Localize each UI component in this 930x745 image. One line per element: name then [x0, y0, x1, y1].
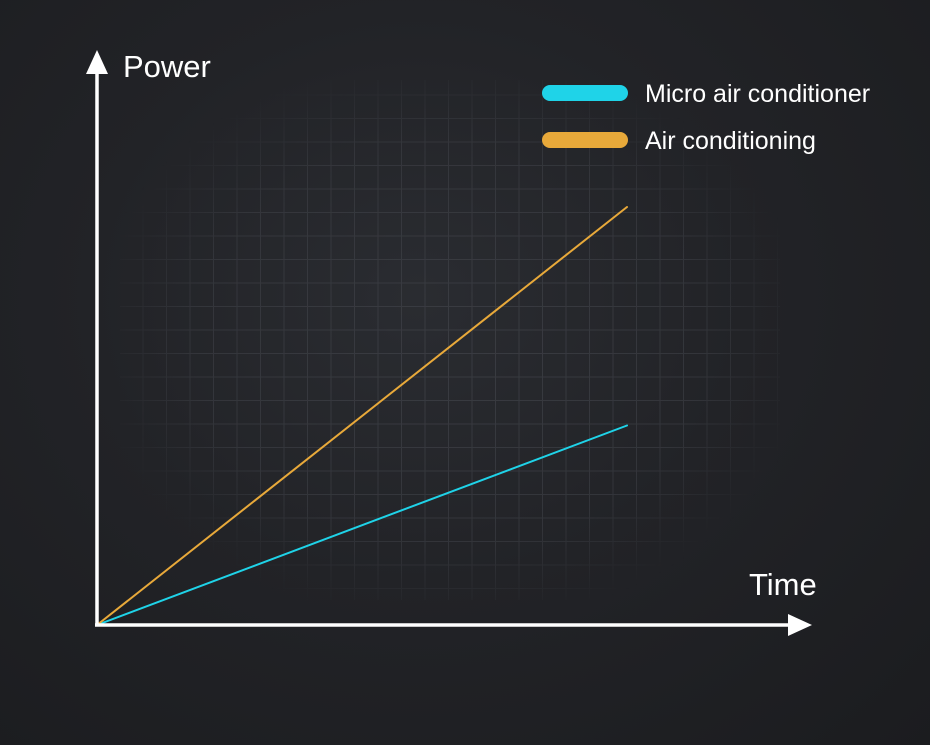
legend-swatch-air-conditioning: [542, 132, 628, 148]
series-line-air-conditioning: [96, 206, 628, 626]
legend-item-air-conditioning: Air conditioning: [542, 127, 816, 155]
x-axis-arrow-icon: [788, 614, 812, 636]
y-axis-title: Power: [123, 49, 211, 84]
legend-swatch-micro-air-conditioner: [542, 85, 628, 101]
legend: Micro air conditioner Air conditioning: [542, 80, 870, 155]
series-layer: [96, 206, 628, 626]
x-axis-title: Time: [749, 567, 817, 602]
axes: [86, 50, 812, 636]
legend-label-micro-air-conditioner: Micro air conditioner: [645, 80, 870, 108]
y-axis-arrow-icon: [86, 50, 108, 74]
chart-grid: [120, 80, 780, 600]
series-line-micro-air-conditioner: [96, 424, 628, 626]
legend-label-air-conditioning: Air conditioning: [645, 127, 816, 155]
legend-item-micro-air-conditioner: Micro air conditioner: [542, 80, 870, 108]
